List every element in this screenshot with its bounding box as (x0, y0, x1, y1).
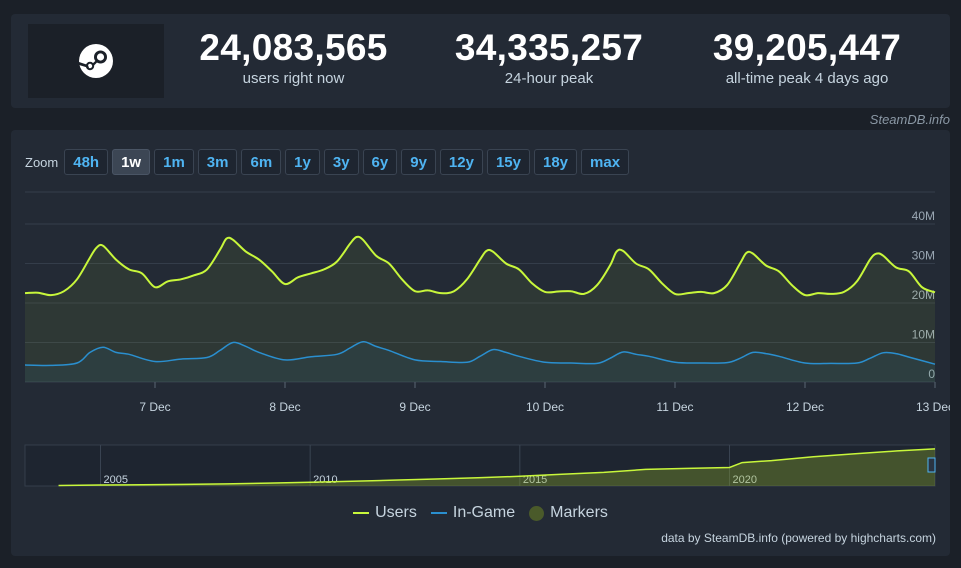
stats-bar: 24,083,565 users right now 34,335,257 24… (11, 14, 950, 108)
peak-24h-label: 24-hour peak (504, 70, 594, 87)
navigator-area (58, 448, 935, 486)
navigator-line (58, 448, 936, 487)
zoom-selector: Zoom 48h 1w 1m 3m 6m 1y 3y 6y 9y 12y 15y 18y max (25, 149, 633, 175)
users-swatch (353, 512, 370, 514)
zoom-12y-button[interactable]: 12y (439, 149, 483, 175)
x-tick-label-5: 12 Dec (786, 400, 824, 414)
x-tick-label-6: 13 Dec (916, 400, 950, 414)
alltime-peak-value: 39,205,447 (712, 27, 902, 68)
zoom-48h-button[interactable]: 48h (64, 149, 109, 175)
legend-in-game-label: In-Game (452, 504, 516, 521)
nav-tick-label-0: 2005 (103, 474, 127, 486)
zoom-15y-button[interactable]: 15y (486, 149, 530, 175)
zoom-1w-button[interactable]: 1w (112, 149, 151, 175)
zoom-label: Zoom (25, 154, 59, 170)
legend-markers-label: Markers (550, 504, 608, 521)
stat-current-users: 24,083,565 users right now (186, 28, 401, 89)
steam-logo (28, 24, 164, 98)
zoom-3y-button[interactable]: 3y (323, 149, 359, 175)
zoom-6y-button[interactable]: 6y (362, 149, 398, 175)
zoom-1m-button[interactable]: 1m (154, 149, 194, 175)
zoom-max-button[interactable]: max (581, 149, 630, 175)
nav-tick-label-1: 2010 (313, 474, 337, 486)
users-series-line (24, 235, 936, 297)
zoom-3m-button[interactable]: 3m (197, 149, 238, 175)
legend-users-label: Users (375, 504, 417, 521)
x-tick-label-1: 8 Dec (269, 400, 300, 414)
y-tick-label-1: 10M (912, 328, 935, 342)
peak-24h-value: 34,335,257 (454, 27, 644, 68)
x-tick-label-0: 7 Dec (139, 400, 170, 414)
zoom-6m-button[interactable]: 6m (241, 149, 282, 175)
zoom-buttons: 48h 1w 1m 3m 6m 1y 3y 6y 9y 12y 15y 18y max (64, 149, 633, 175)
y-tick-label-0: 0 (928, 367, 935, 381)
markers-swatch (529, 505, 545, 521)
stat-alltime-peak: 39,205,447 all-time peak 4 days ago (696, 28, 918, 89)
navigator-background (24, 444, 936, 487)
zoom-18y-button[interactable]: 18y (533, 149, 578, 175)
zoom-1y-button[interactable]: 1y (285, 149, 320, 175)
zoom-9y-button[interactable]: 9y (401, 149, 436, 175)
in-game-series-area (25, 341, 935, 382)
x-tick-label-4: 11 Dec (656, 400, 693, 414)
in-game-swatch (430, 512, 447, 514)
nav-tick-label-3: 2020 (733, 474, 757, 486)
y-tick-label-3: 30M (912, 249, 935, 263)
legend-in-game[interactable]: In-Game (430, 504, 516, 522)
steam-icon (79, 44, 113, 78)
navigator-handle[interactable] (927, 457, 936, 473)
current-users-value: 24,083,565 (199, 27, 388, 68)
x-tick-label-3: 10 Dec (526, 400, 564, 414)
y-tick-label-4: 40M (912, 209, 935, 223)
legend-users[interactable]: Users (353, 504, 417, 522)
alltime-peak-label: all-time peak 4 days ago (725, 70, 889, 87)
legend-markers[interactable]: Markers (529, 504, 608, 522)
highcharts-credit[interactable]: data by SteamDB.info (powered by highcha… (661, 531, 936, 545)
stat-24h-peak: 34,335,257 24-hour peak (441, 28, 657, 89)
steamdb-credit-top[interactable]: SteamDB.info (869, 112, 950, 127)
x-tick-label-2: 9 Dec (399, 400, 430, 414)
users-series-area (25, 236, 935, 382)
current-users-label: users right now (242, 70, 345, 87)
chart-legend: Users In-Game Markers (11, 504, 950, 522)
in-game-series-line (24, 340, 936, 367)
nav-tick-label-2: 2015 (523, 474, 547, 486)
